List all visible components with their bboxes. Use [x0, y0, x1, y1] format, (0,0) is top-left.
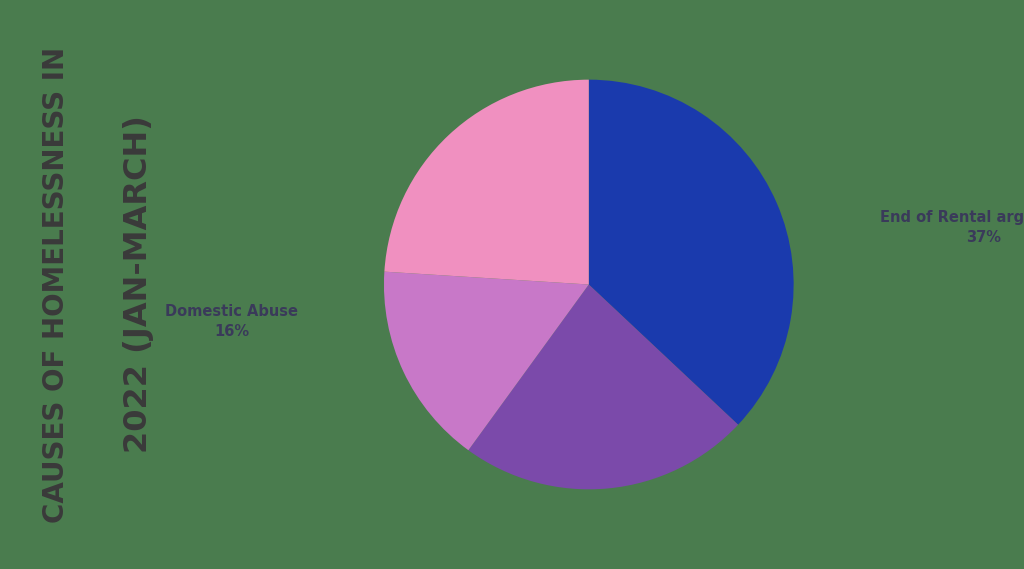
Wedge shape — [468, 284, 738, 489]
Text: CAUSES OF HOMELESSNESS IN: CAUSES OF HOMELESSNESS IN — [42, 47, 71, 522]
Text: End of Rental argeement
37%: End of Rental argeement 37% — [880, 210, 1024, 245]
Wedge shape — [589, 80, 794, 424]
Wedge shape — [384, 271, 589, 450]
Text: 2022 (JAN-MARCH): 2022 (JAN-MARCH) — [123, 116, 154, 453]
Text: Domestic Abuse
16%: Domestic Abuse 16% — [165, 304, 298, 339]
Wedge shape — [384, 80, 589, 284]
Text: Other (vary greatly)
24%: Other (vary greatly) 24% — [393, 0, 559, 2]
